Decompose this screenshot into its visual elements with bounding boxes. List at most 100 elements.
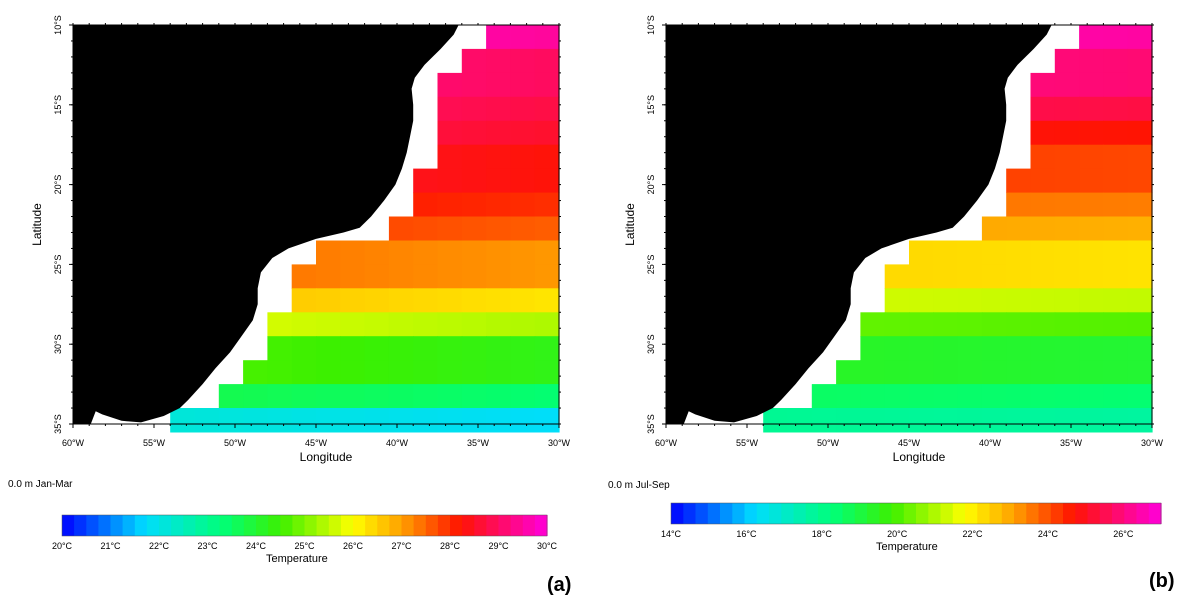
colorbar-segment	[316, 515, 330, 536]
temperature-cell	[510, 144, 536, 170]
temperature-cell	[1127, 240, 1153, 265]
temperature-cell	[1103, 336, 1129, 361]
temperature-cell	[836, 408, 861, 433]
temperature-cell	[316, 336, 341, 361]
colorbar-segment	[510, 515, 524, 536]
temperature-cell	[510, 120, 536, 146]
temperature-cell	[1127, 360, 1153, 385]
temperature-cell	[316, 288, 341, 313]
temperature-cell	[1079, 216, 1104, 241]
temperature-cell	[437, 288, 463, 313]
temperature-cell	[267, 408, 293, 433]
temperature-cell	[437, 360, 463, 385]
colorbar-segment	[1001, 503, 1015, 524]
temperature-cell	[461, 312, 487, 337]
temperature-cell	[1054, 312, 1080, 337]
colorbar-segment	[940, 503, 954, 524]
temperature-cell	[461, 336, 487, 361]
temperature-cell	[957, 360, 983, 385]
colorbar-segment	[534, 515, 548, 536]
y-axis-label: Latitude	[30, 203, 44, 246]
temperature-cell	[340, 312, 366, 337]
temperature-cell	[1054, 96, 1080, 122]
temperature-cell	[510, 48, 536, 74]
colorbar-segment	[879, 503, 893, 524]
colorbar-segment	[268, 515, 281, 536]
colorbar-segment	[340, 515, 354, 536]
colorbar-segment	[401, 515, 415, 536]
temperature-cell	[1079, 360, 1104, 385]
temperature-cell	[981, 336, 1007, 361]
temperature-cell	[1006, 360, 1032, 385]
colorbar-frame	[670, 502, 1162, 525]
colorbar-segment	[62, 515, 75, 536]
colorbar-segment	[1148, 503, 1162, 524]
colorbar-segment	[365, 515, 378, 536]
colorbar-tick-label: 24°C	[1038, 529, 1059, 539]
temperature-cell	[243, 360, 268, 385]
temperature-cell	[510, 72, 536, 98]
colorbar-segment	[842, 503, 856, 524]
temperature-cell	[884, 336, 910, 361]
temperature-cell	[437, 264, 463, 289]
temperature-cell	[1103, 144, 1129, 170]
temperature-cell	[981, 264, 1007, 289]
temperature-cell	[836, 360, 861, 385]
temperature-cell	[364, 240, 390, 265]
colorbar-segment	[707, 503, 721, 524]
colorbar-segment	[867, 503, 880, 524]
temperature-cell	[486, 408, 511, 433]
temperature-cell	[534, 48, 560, 74]
lat-tick-label: 25°S	[53, 255, 63, 275]
temperature-cell	[1127, 408, 1153, 433]
temperature-cell	[1079, 312, 1104, 337]
temperature-cell	[461, 144, 487, 170]
temperature-cell	[461, 384, 487, 409]
temperature-cell	[1030, 408, 1056, 433]
temperature-cell	[1079, 25, 1104, 50]
colorbar-segment	[522, 515, 536, 536]
colorbar-segment	[159, 515, 172, 536]
colorbar-segment	[231, 515, 245, 536]
temperature-cell	[534, 288, 560, 313]
temperature-cell	[486, 312, 511, 337]
temperature-cell	[1030, 168, 1056, 194]
temperature-cell	[534, 336, 560, 361]
temperature-cell	[413, 360, 439, 385]
colorbar-segment	[1087, 503, 1101, 524]
temperature-cell	[1030, 312, 1056, 337]
lon-tick-label: 50°W	[817, 438, 840, 448]
temperature-cell	[1054, 216, 1080, 241]
colorbar-title: Temperature	[876, 541, 938, 553]
temperature-cell	[1103, 48, 1129, 74]
temperature-cell	[1127, 264, 1153, 289]
colorbar-tick-label: 22°C	[149, 541, 170, 551]
temperature-cell	[1006, 240, 1032, 265]
temperature-cell	[461, 120, 487, 146]
lon-tick-label: 35°W	[1060, 438, 1083, 448]
panel-a: 60°W 55°W 50°W 45°W 40°W 35°W 30°W 10°S 15°S 20°S…	[0, 0, 592, 601]
temperature-cell	[340, 336, 366, 361]
colorbar-tick-label: 26°C	[1113, 529, 1134, 539]
south-america-land	[73, 25, 459, 424]
temperature-cell	[1054, 192, 1080, 218]
temperature-cell	[1127, 168, 1153, 194]
temperature-cell	[437, 384, 463, 409]
x-axis-label: Longitude	[300, 450, 353, 464]
temperature-cell	[218, 408, 244, 433]
colorbar-segment	[389, 515, 403, 536]
temperature-cell	[486, 288, 511, 313]
temperature-cell	[510, 384, 536, 409]
sst-map-jul-sep: 60°W 55°W 50°W 45°W 40°W 35°W 30°W 10°S 15°S 20°S…	[623, 15, 1164, 539]
x-axis-label: Longitude	[893, 450, 946, 464]
temperature-cell	[884, 384, 910, 409]
colorbar-segment	[86, 515, 99, 536]
temperature-cell	[1054, 408, 1080, 433]
lon-tick-label: 55°W	[143, 438, 166, 448]
temperature-cell	[1079, 72, 1104, 98]
temperature-cell	[413, 408, 439, 433]
colorbar-tick-label: 24°C	[246, 541, 267, 551]
panel-tag: (b)	[1149, 570, 1175, 592]
temperature-cell	[364, 360, 390, 385]
temperature-cell	[933, 312, 959, 337]
